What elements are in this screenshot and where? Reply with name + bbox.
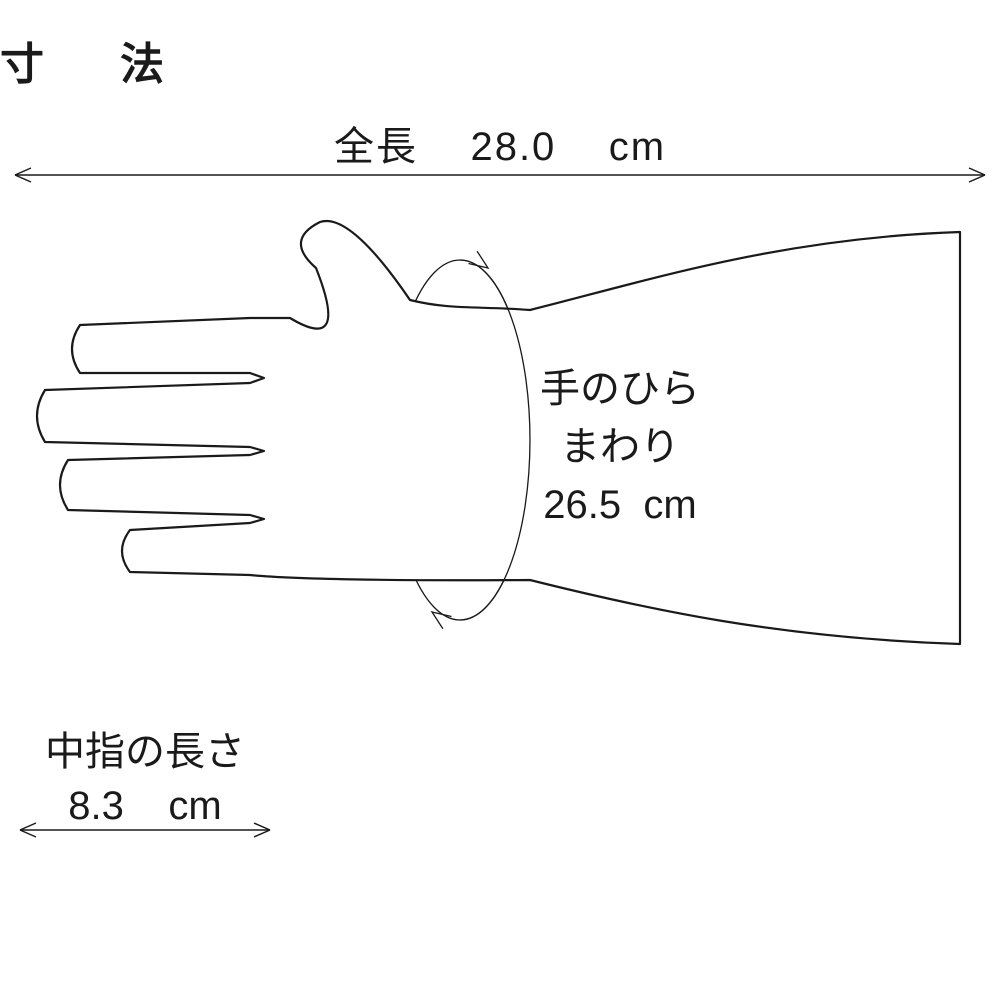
palm-unit <box>632 483 643 527</box>
middle-finger-length-label: 中指の長さ 8.3 cm <box>45 725 245 833</box>
diagram-stage: 寸 法 全長 28.0 cm 手のひら まわり 26.5 cm 中指の長さ 8.… <box>0 0 1000 1000</box>
palm-ellipse-arrowhead <box>469 251 488 268</box>
middle-finger-label-text: 中指の長さ <box>45 730 245 774</box>
palm-ellipse-arrowhead <box>432 612 451 629</box>
palm-line1: 手のひら <box>540 367 700 411</box>
glove-outline <box>37 221 960 644</box>
middle-finger-value: 8.3 <box>68 784 124 828</box>
total-length-label: 全長 28.0 cm <box>334 114 666 172</box>
total-length-unit: cm <box>609 125 666 169</box>
palm-line2: まわり <box>560 425 680 469</box>
total-length-value: 28.0 <box>470 125 556 169</box>
palm-value: 26.5 <box>543 483 621 527</box>
palm-circumference-label: 手のひら まわり 26.5 cm <box>540 360 700 534</box>
middle-finger-unit: cm <box>168 784 221 828</box>
total-length-prefix: 全長 <box>334 125 418 169</box>
